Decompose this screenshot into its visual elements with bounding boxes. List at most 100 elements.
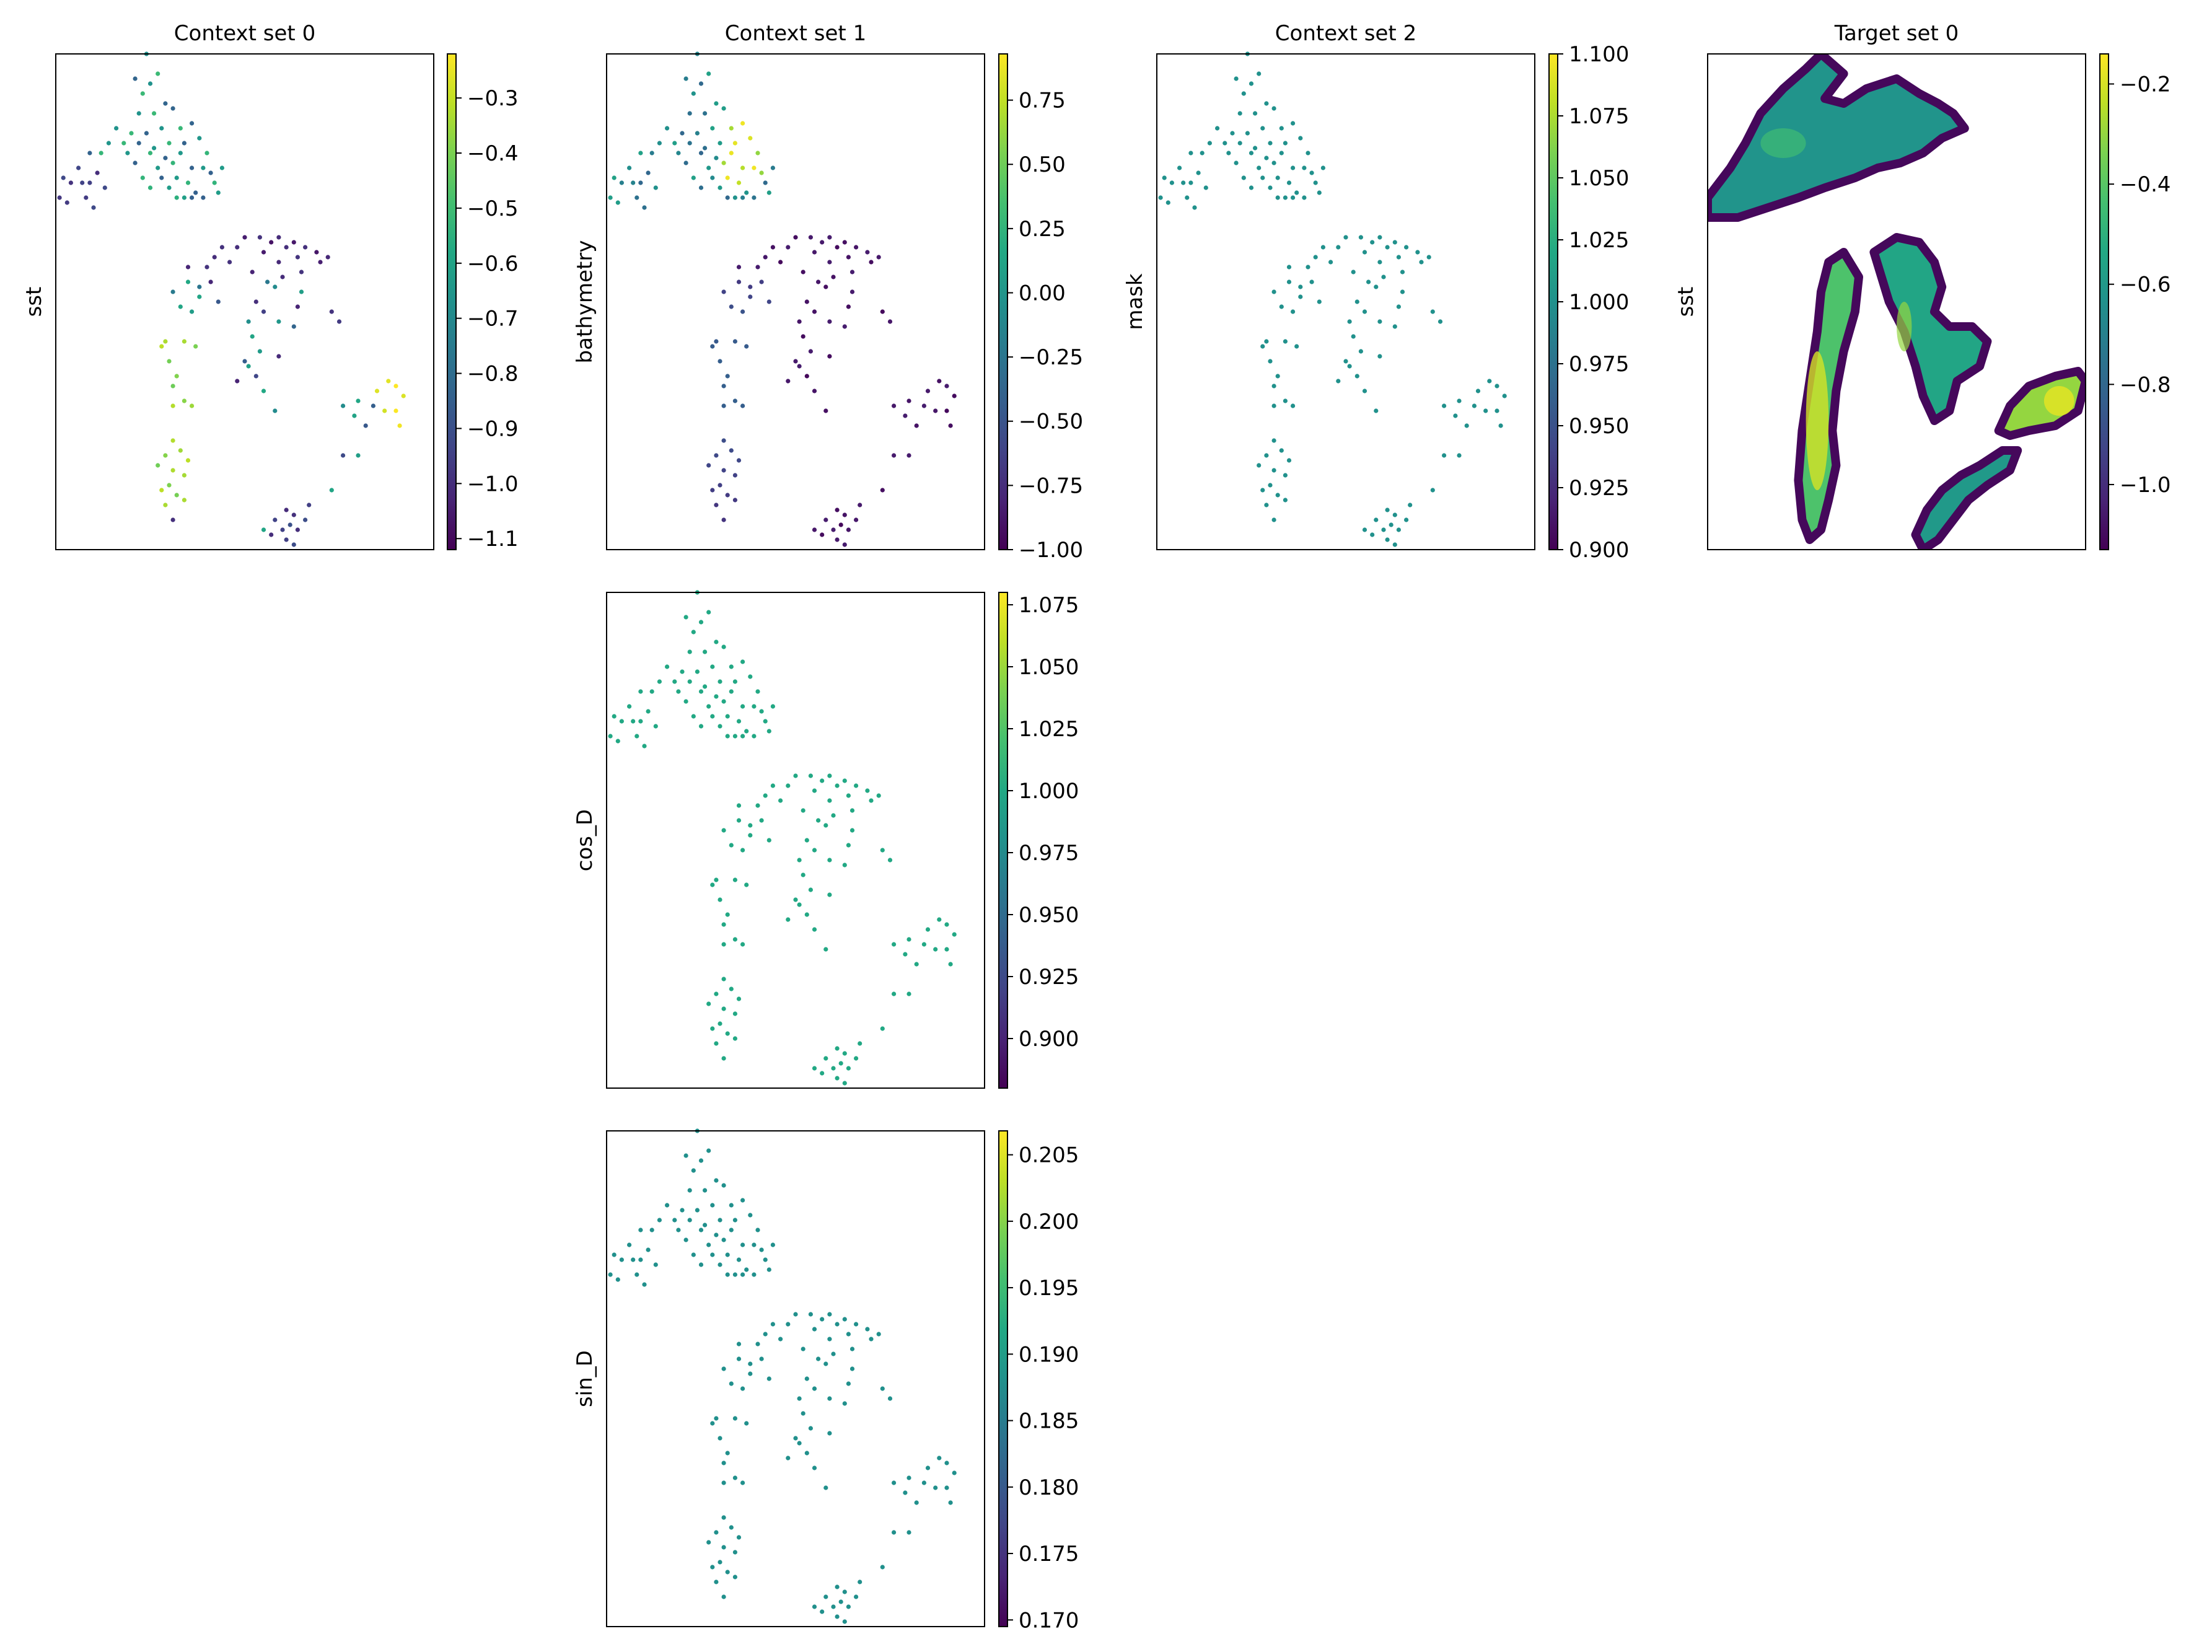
scatter-point xyxy=(820,778,825,783)
scatter-point xyxy=(842,1619,847,1624)
scatter-point xyxy=(1408,503,1413,507)
scatter-point xyxy=(185,279,191,284)
scatter-point xyxy=(1241,175,1246,180)
scatter-point xyxy=(133,160,138,165)
panel-5: sin_D 0.205 0.200 0.195 0.190 0.185 0.180 0.175… xyxy=(573,1128,1079,1633)
scatter-point xyxy=(687,111,692,116)
scatter-point xyxy=(1275,493,1280,498)
scatter-point xyxy=(1358,349,1363,354)
scatter-point xyxy=(1347,319,1352,324)
colorbar-tick-label: −1.1 xyxy=(467,527,519,551)
scatter-point xyxy=(721,1545,726,1550)
scatter-point xyxy=(752,1272,757,1277)
scatter-point xyxy=(1464,423,1469,428)
scatter-point xyxy=(778,1337,783,1342)
colorbar-tick-label: 0.75 xyxy=(1019,89,1066,113)
scatter-point xyxy=(87,180,92,185)
scatter-point xyxy=(721,1461,726,1465)
scatter-point xyxy=(736,1257,742,1262)
scatter-point xyxy=(197,136,202,141)
scatter-point xyxy=(842,1589,847,1594)
scatter-point xyxy=(925,927,931,932)
scatter-point xyxy=(276,260,281,265)
scatter-point xyxy=(261,309,266,314)
scatter-point xyxy=(1377,319,1382,324)
colorbar xyxy=(999,592,1007,1088)
colorbar-tick-label: 0.185 xyxy=(1019,1409,1079,1434)
axes-title: Context set 0 xyxy=(174,21,315,46)
scatter-point xyxy=(257,235,262,240)
scatter-point xyxy=(341,403,346,408)
scatter-point xyxy=(827,1431,832,1436)
scatter-point xyxy=(732,339,737,344)
scatter-point xyxy=(1389,522,1393,527)
scatter-point xyxy=(793,773,798,778)
scatter-point xyxy=(736,719,742,724)
scatter-point xyxy=(714,639,719,644)
scatter-point xyxy=(801,872,805,877)
scatter-point xyxy=(329,488,334,493)
scatter-point xyxy=(892,942,897,947)
scatter-point xyxy=(770,165,775,170)
scatter-point xyxy=(382,408,387,413)
scatter-point xyxy=(835,245,840,250)
scatter-point xyxy=(808,1426,813,1431)
scatter-point xyxy=(1400,270,1405,275)
scatter-point xyxy=(854,245,859,250)
scatter-point xyxy=(835,783,840,788)
scatter-point xyxy=(1392,240,1397,245)
panel-1: Context set 1 bathymetry 0.75 0.50 0.25 0.00 −… xyxy=(573,21,1083,563)
colorbar-tick-label: 0.00 xyxy=(1019,281,1066,305)
scatter-point xyxy=(703,649,708,654)
colorbar-tick-label: 1.000 xyxy=(1569,290,1629,315)
scatter-point xyxy=(299,270,304,275)
scatter-point xyxy=(1165,200,1170,205)
scatter-point xyxy=(356,398,361,403)
scatter-point xyxy=(752,165,757,170)
scatter-point xyxy=(612,1252,617,1257)
scatter-point xyxy=(1400,289,1405,294)
y-axis-label: cos_D xyxy=(573,809,597,871)
axes-frame xyxy=(1707,53,2086,550)
scatter-point xyxy=(170,517,175,522)
scatter-point xyxy=(1291,165,1296,170)
colorbar-tick-label: −1.00 xyxy=(1019,538,1083,563)
scatter-point xyxy=(371,403,376,408)
colorbar-tick-label: 0.925 xyxy=(1019,965,1079,990)
scatter-point xyxy=(1502,393,1507,398)
scatter-point xyxy=(1392,512,1397,517)
scatter-point xyxy=(246,319,251,324)
scatter-point xyxy=(714,339,719,344)
scatter-point xyxy=(1294,344,1299,349)
scatter-point xyxy=(615,739,620,744)
scatter-point xyxy=(703,1223,708,1228)
colorbar xyxy=(1549,54,1558,550)
scatter-point xyxy=(880,1565,885,1570)
scatter-point xyxy=(903,413,908,418)
scatter-point xyxy=(740,1198,745,1203)
scatter-point xyxy=(937,1456,942,1461)
scatter-point xyxy=(1237,141,1242,146)
scatter-point xyxy=(1396,527,1401,532)
scatter-point xyxy=(906,453,911,458)
scatter-point xyxy=(698,1262,704,1267)
scatter-point xyxy=(363,423,368,428)
scatter-point xyxy=(725,912,730,917)
scatter-point xyxy=(208,279,213,284)
scatter-point xyxy=(1271,438,1276,443)
scatter-point xyxy=(295,255,300,260)
scatter-point xyxy=(729,151,734,156)
scatter-point xyxy=(865,250,870,255)
scatter-point xyxy=(156,71,160,76)
scatter-point xyxy=(1245,131,1250,136)
scatter-point xyxy=(729,1203,734,1208)
scatter-point xyxy=(1279,126,1284,131)
scatter-point xyxy=(718,483,722,488)
scatter-point xyxy=(615,1277,620,1282)
scatter-point xyxy=(646,1247,651,1252)
scatter-point xyxy=(752,195,757,200)
scatter-point xyxy=(653,185,658,190)
scatter-point xyxy=(291,512,296,517)
scatter-point xyxy=(136,141,141,146)
scatter-point xyxy=(755,689,760,694)
